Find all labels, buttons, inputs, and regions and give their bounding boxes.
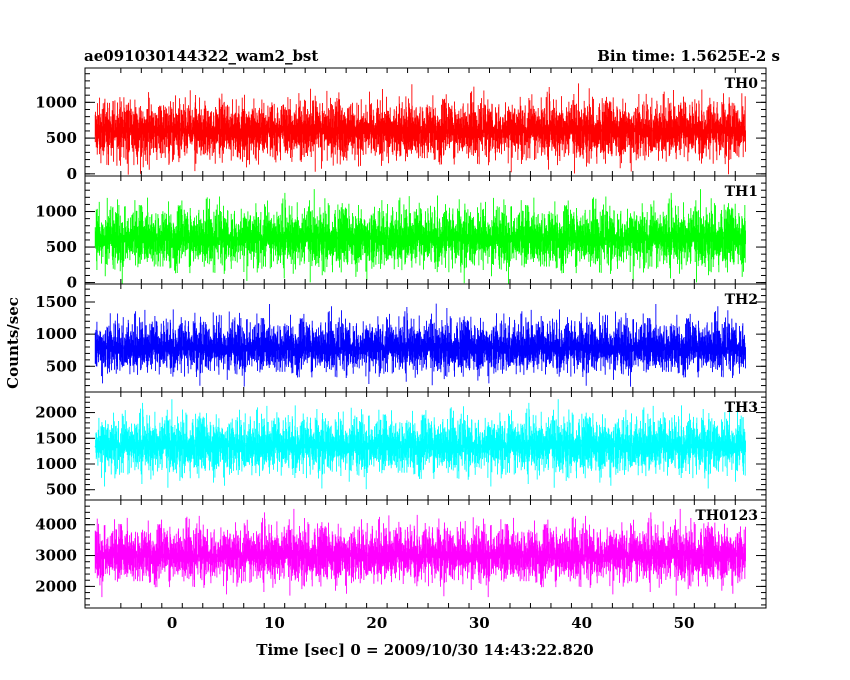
series-th3-trace <box>94 399 746 490</box>
panel-th2: TH2 500 1000 1500 <box>35 283 767 393</box>
panels-group: TH005001000TH105001000TH250010001500TH35… <box>35 67 767 632</box>
series-label-th3: TH3 <box>725 400 758 416</box>
panel-th0123: TH0123 2000 3000 4000 0 10 20 30 40 50 <box>35 499 767 632</box>
y-tick-label: 1000 <box>35 203 77 221</box>
y-tick-label: 0 <box>67 274 77 292</box>
chart-title: ae091030144322_wam2_bst <box>84 47 318 65</box>
y-tick-label: 500 <box>46 357 77 375</box>
y-tick-label: 2000 <box>35 404 77 422</box>
series-th0-trace <box>94 83 746 175</box>
y-tick-label: 4000 <box>35 516 77 534</box>
y-tick-label: 0 <box>67 165 77 183</box>
y-axis-label: Counts/sec <box>4 297 22 389</box>
bin-time-label: Bin time: 1.5625E-2 s <box>597 47 780 65</box>
x-tick-label: 10 <box>264 614 285 632</box>
y-tick-label: 1000 <box>35 455 77 473</box>
series-th1-trace <box>94 189 746 284</box>
x-tick-label: 30 <box>469 614 490 632</box>
y-tick-label: 1500 <box>35 429 77 447</box>
series-label-th1: TH1 <box>725 184 758 200</box>
x-tick-label: 0 <box>167 614 177 632</box>
panel-th1: TH1 0 500 1000 <box>35 175 767 292</box>
series-label-th0: TH0 <box>725 76 759 92</box>
x-tick-label: 40 <box>571 614 592 632</box>
y-tick-label: 1000 <box>35 325 77 343</box>
series-label-th0123: TH0123 <box>695 508 758 524</box>
y-tick-label: 2000 <box>35 577 77 595</box>
x-tick-label: 20 <box>366 614 387 632</box>
y-tick-label: 500 <box>46 129 77 147</box>
y-tick-label: 1500 <box>35 293 77 311</box>
y-tick-label: 500 <box>46 481 77 499</box>
series-label-th2: TH2 <box>725 292 758 308</box>
x-tick-label: 50 <box>674 614 695 632</box>
x-axis-label: Time [sec] 0 = 2009/10/30 14:43:22.820 <box>256 641 593 659</box>
y-tick-label: 3000 <box>35 547 77 565</box>
series-th2-trace <box>94 303 746 387</box>
series-th0123-trace <box>94 508 746 598</box>
panel-th0: TH0 0 500 1000 <box>35 67 767 183</box>
panel-frame <box>84 499 767 609</box>
y-tick-label: 1000 <box>35 93 77 111</box>
y-tick-label: 500 <box>46 238 77 256</box>
panel-th3: TH3 500 1000 1500 2000 <box>35 391 767 501</box>
